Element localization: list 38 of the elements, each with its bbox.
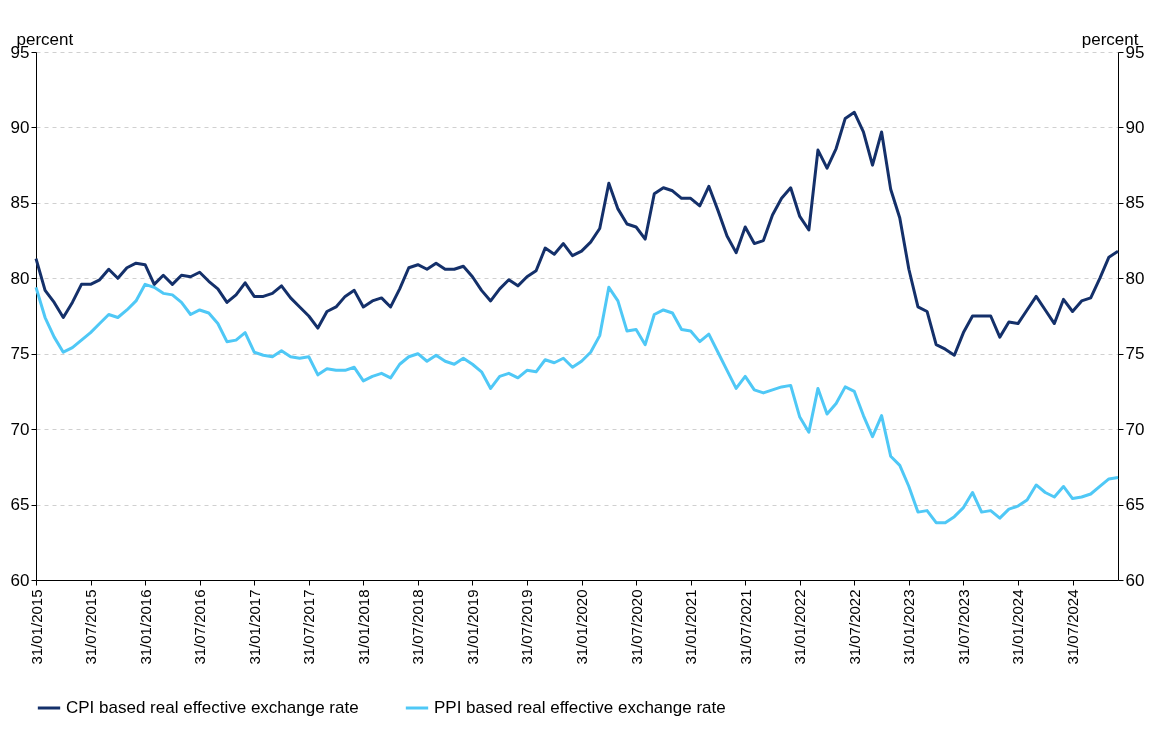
y-tick-label: 70	[10, 419, 30, 439]
y-tick-label: 90	[10, 117, 30, 137]
x-tick-label: 31/01/2016	[136, 589, 154, 665]
x-tick-label: 31/01/2015	[27, 589, 45, 665]
x-tick-label: 31/07/2022	[845, 589, 863, 665]
y2-tick-label: 85	[1125, 193, 1145, 213]
x-tick-label: 31/01/2019	[463, 589, 481, 665]
x-tick-label: 31/01/2017	[245, 589, 263, 665]
x-tick-label: 31/07/2017	[300, 589, 318, 665]
x-tick-label: 31/07/2018	[409, 589, 427, 665]
x-tick-label: 31/01/2023	[900, 589, 918, 665]
x-tick-label: 31/07/2020	[627, 589, 645, 665]
x-tick-label: 31/07/2021	[736, 589, 754, 665]
x-tick-label: 31/01/2024	[1009, 589, 1027, 665]
x-tick-label: 31/07/2023	[954, 589, 972, 665]
y-tick-label: 60	[10, 570, 30, 590]
y-tick-label: 80	[10, 268, 30, 288]
y2-tick-label: 90	[1125, 117, 1145, 137]
x-tick-label: 31/01/2021	[682, 589, 700, 665]
legend-label: PPI based real effective exchange rate	[434, 698, 726, 717]
x-tick-label: 31/07/2015	[82, 589, 100, 665]
y2-tick-label: 60	[1125, 570, 1145, 590]
x-tick-label: 31/07/2024	[1064, 589, 1082, 665]
y2-tick-label: 80	[1125, 268, 1145, 288]
x-tick-label: 31/01/2018	[354, 589, 372, 665]
legend-label: CPI based real effective exchange rate	[66, 698, 359, 717]
y2-tick-label: 75	[1125, 344, 1145, 364]
line-series	[34, 110, 1120, 357]
y-tick-label: 85	[10, 193, 30, 213]
x-tick-label: 31/01/2020	[573, 589, 591, 665]
line-series	[34, 282, 1120, 525]
x-tick-label: 31/01/2022	[791, 589, 809, 665]
y-tick-label: 75	[10, 344, 30, 364]
y-tick-label: 65	[10, 495, 30, 515]
y2-tick-label: 70	[1125, 419, 1145, 439]
x-tick-label: 31/07/2016	[191, 589, 209, 665]
y2-tick-label: 65	[1125, 495, 1145, 515]
x-tick-label: 31/07/2019	[518, 589, 536, 665]
